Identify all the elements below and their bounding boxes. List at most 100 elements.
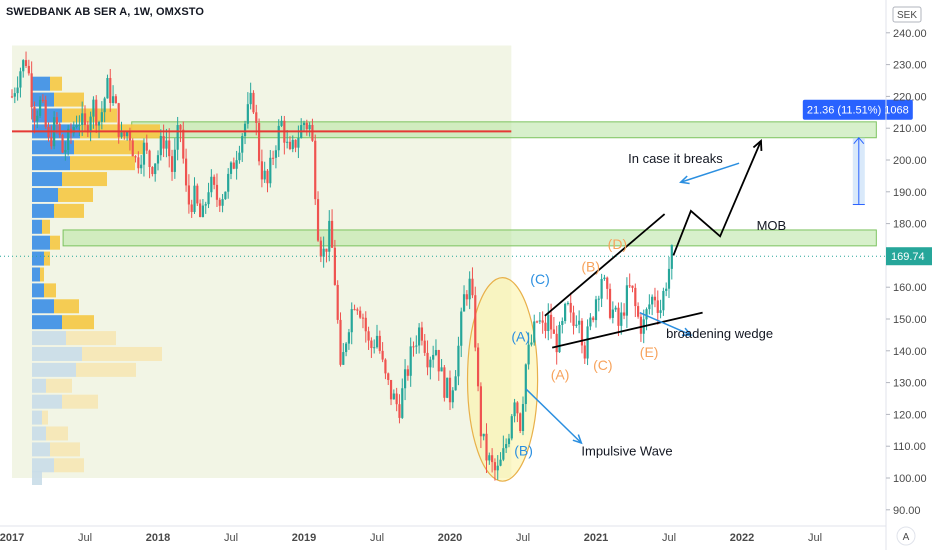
candle-body	[342, 352, 345, 365]
candle-body	[597, 298, 600, 300]
vp-sell-bar	[50, 235, 60, 250]
candle-body	[370, 340, 373, 349]
candle-body	[123, 132, 126, 137]
y-tick-label: 180.00	[893, 219, 927, 231]
candle-body	[547, 314, 550, 332]
candle-body	[375, 335, 379, 348]
candle-body	[426, 352, 429, 368]
candle-body	[406, 369, 409, 376]
candle-body	[215, 184, 219, 200]
auto-scale-icon: A	[903, 532, 910, 543]
candle-body	[142, 142, 146, 165]
candle-body	[420, 327, 424, 341]
candle-body	[378, 335, 381, 351]
candle-body	[145, 142, 148, 151]
y-tick-label: 200.00	[893, 155, 927, 167]
time-axis: 2017 Jul 2018 Jul 2019 Jul 2020 Jul 2021 Jul 2022 J…	[0, 532, 822, 544]
candle-body	[350, 309, 353, 333]
x-tick-label: 2018	[146, 532, 170, 544]
breakdown-arrow-head	[681, 327, 693, 337]
candle-body	[266, 170, 269, 184]
candle-body	[16, 87, 19, 94]
candle-body	[263, 170, 266, 180]
vp-sell-bar	[42, 410, 48, 425]
candle-body	[100, 112, 103, 122]
wave-label: (E)	[640, 344, 659, 360]
candle-body	[297, 137, 300, 148]
annotation-label: MOB	[757, 218, 787, 233]
candle-body	[89, 116, 92, 133]
chart-title: SWEDBANK AB SER A, 1W, OMXSTO	[6, 6, 205, 18]
candle-body	[95, 99, 98, 126]
candle-body	[22, 60, 25, 72]
candle-body	[476, 347, 480, 387]
candle-body	[218, 199, 221, 206]
candle-body	[238, 152, 241, 161]
candle-body	[13, 93, 16, 97]
candle-body	[575, 324, 578, 326]
candle-body	[109, 78, 112, 103]
candle-body	[269, 157, 272, 184]
candle-body	[229, 162, 233, 174]
candle-body	[148, 150, 151, 168]
wave-label: (C)	[593, 357, 612, 373]
candle-body	[221, 199, 224, 206]
x-tick-label: Jul	[516, 532, 530, 544]
candle-body	[277, 125, 280, 151]
candle-body	[330, 220, 334, 248]
candle-body	[224, 191, 227, 200]
annotation-label: broadening wedge	[666, 326, 773, 341]
candle-body	[519, 413, 522, 431]
candle-body	[291, 139, 294, 150]
vp-buy-bar	[32, 187, 58, 202]
y-tick-label: 90.00	[893, 505, 921, 517]
candle-body	[653, 296, 657, 301]
candle-body	[106, 78, 109, 99]
candle-body	[24, 60, 28, 66]
candle-body	[482, 433, 485, 437]
candle-body	[199, 203, 202, 218]
currency-box	[892, 6, 922, 23]
candle-body	[288, 141, 292, 150]
auto-scale-button[interactable]	[896, 526, 916, 546]
candle-body	[541, 320, 544, 323]
wave-label: (C)	[530, 271, 549, 287]
candle-body	[319, 240, 322, 257]
vp-sell-bar	[42, 219, 50, 234]
candle-body	[491, 455, 494, 463]
y-tick-label: 220.00	[893, 91, 927, 103]
candle-body	[364, 317, 367, 332]
candle-body	[395, 393, 398, 405]
projection-path	[672, 140, 762, 256]
candle-body	[359, 310, 362, 318]
candle-body	[622, 312, 626, 316]
candle-body	[499, 459, 502, 466]
measure-label-box	[802, 99, 913, 120]
wave-label: (B)	[514, 443, 533, 459]
candle-body	[409, 346, 412, 376]
candle-body	[538, 320, 541, 322]
vp-sell-bar	[76, 362, 136, 377]
candle-body	[448, 377, 452, 403]
last-price-label: 169.74	[891, 251, 925, 263]
candle-body	[97, 121, 101, 126]
candle-body	[639, 316, 643, 334]
candle-body	[648, 304, 651, 310]
candle-body	[78, 124, 81, 126]
candle-body	[308, 124, 311, 130]
candle-body	[488, 455, 491, 461]
candle-body	[272, 157, 275, 159]
candle-body	[114, 96, 117, 104]
annotation-label: In case it breaks	[628, 151, 723, 166]
candle-body	[347, 332, 351, 344]
candle-body	[280, 120, 283, 126]
candle-body	[384, 359, 387, 374]
candle-body	[137, 157, 140, 169]
vp-sell-bar	[44, 283, 56, 298]
candle-body	[333, 247, 336, 285]
candle-body	[474, 295, 477, 348]
candle-body	[555, 333, 558, 353]
candle-body	[305, 122, 308, 130]
vp-buy-bar	[32, 458, 54, 473]
